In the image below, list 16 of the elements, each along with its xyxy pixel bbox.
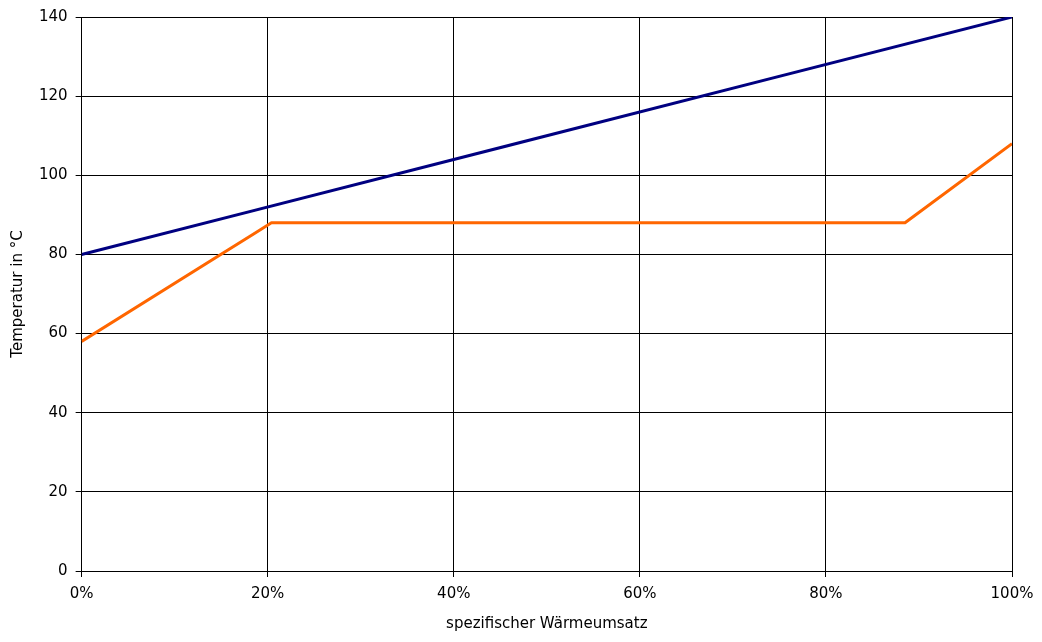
x-tick-label: 40% [437,583,471,602]
x-axis-title: spezifischer Wärmeumsatz [446,613,648,632]
y-tick-label: 0 [58,560,68,579]
y-tick-label: 40 [48,402,68,421]
y-tick-label: 80 [48,244,68,263]
y-tick-label: 140 [38,6,68,25]
x-tick-label: 80% [809,583,843,602]
y-tick-label: 60 [48,323,68,342]
x-tick-label: 60% [623,583,657,602]
x-tick-label: 0% [69,583,94,602]
y-tick-label: 100 [38,165,68,184]
x-tick-label: 100% [990,583,1034,602]
y-tick-label: 120 [38,86,68,105]
y-axis-title: Temperatur in °C [7,230,26,359]
y-tick-label: 20 [48,481,68,500]
x-tick-label: 20% [251,583,285,602]
